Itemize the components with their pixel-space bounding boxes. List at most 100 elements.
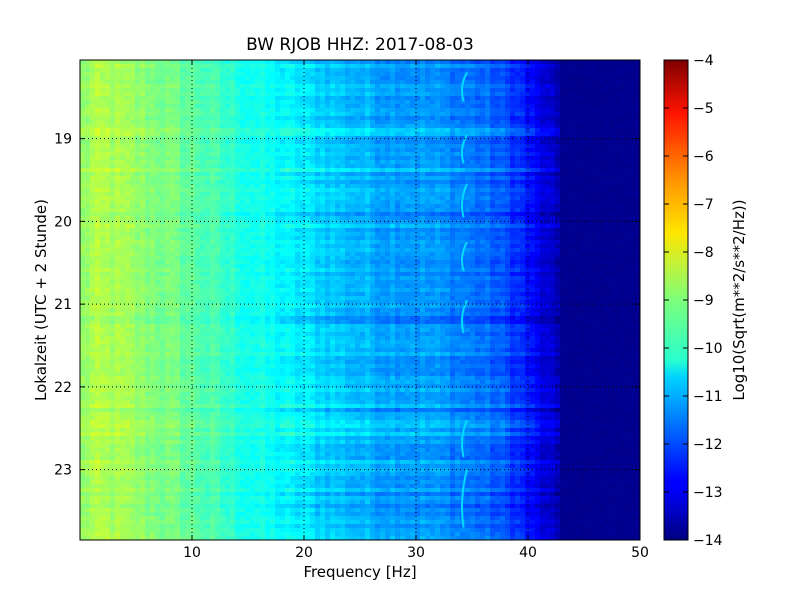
heatmap-cell — [610, 164, 616, 169]
heatmap-cell — [385, 160, 391, 165]
heatmap-cell — [565, 212, 571, 217]
heatmap-cell — [360, 136, 366, 141]
heatmap-cell — [325, 148, 331, 153]
heatmap-cell — [515, 160, 521, 165]
heatmap-cell — [610, 232, 616, 237]
heatmap-cell — [225, 136, 231, 141]
heatmap-cell — [420, 108, 426, 113]
heatmap-cell — [535, 224, 541, 229]
heatmap-cell — [150, 108, 156, 113]
heatmap-cell — [375, 140, 381, 145]
heatmap-cell — [560, 160, 566, 165]
heatmap-cell — [365, 128, 371, 133]
heatmap-cell — [285, 80, 291, 85]
heatmap-cell — [635, 188, 640, 193]
heatmap-cell — [525, 192, 531, 197]
heatmap-cell — [365, 172, 371, 177]
heatmap-cell — [230, 84, 236, 89]
heatmap-cell — [610, 64, 616, 69]
heatmap-cell — [170, 76, 176, 81]
heatmap-cell — [240, 208, 246, 213]
heatmap-cell — [245, 68, 251, 73]
heatmap-cell — [370, 132, 376, 137]
heatmap-cell — [585, 184, 591, 189]
heatmap-cell — [605, 148, 611, 153]
heatmap-cell — [545, 220, 551, 225]
heatmap-cell — [355, 112, 361, 117]
heatmap-cell — [430, 124, 436, 129]
heatmap-cell — [255, 204, 261, 209]
heatmap-cell — [410, 88, 416, 93]
heatmap-cell — [190, 168, 196, 173]
heatmap-cell — [405, 132, 411, 137]
heatmap-cell — [410, 112, 416, 117]
heatmap-cell — [255, 148, 261, 153]
heatmap-cell — [545, 208, 551, 213]
heatmap-cell — [110, 104, 116, 109]
heatmap-cell — [580, 168, 586, 173]
heatmap-cell — [385, 64, 391, 69]
heatmap-cell — [115, 208, 121, 213]
heatmap-cell — [250, 208, 256, 213]
heatmap-cell — [120, 108, 126, 113]
heatmap-cell — [275, 152, 281, 157]
heatmap-cell — [305, 108, 311, 113]
heatmap-cell — [485, 168, 491, 173]
heatmap-cell — [635, 100, 640, 105]
heatmap-cell — [605, 104, 611, 109]
heatmap-cell — [325, 152, 331, 157]
heatmap-cell — [555, 124, 561, 129]
heatmap-cell — [150, 64, 156, 69]
heatmap-cell — [355, 232, 361, 237]
heatmap-cell — [595, 84, 601, 89]
heatmap-cell — [530, 132, 536, 137]
heatmap-cell — [385, 124, 391, 129]
heatmap-cell — [120, 116, 126, 121]
heatmap-cell — [270, 220, 276, 225]
heatmap-cell — [320, 88, 326, 93]
heatmap-cell — [350, 76, 356, 81]
heatmap-cell — [520, 120, 526, 125]
heatmap-cell — [580, 224, 586, 229]
heatmap-cell — [285, 192, 291, 197]
heatmap-cell — [295, 204, 301, 209]
heatmap-cell — [545, 116, 551, 121]
heatmap-cell — [625, 164, 631, 169]
heatmap-cell — [360, 76, 366, 81]
heatmap-cell — [505, 124, 511, 129]
heatmap-cell — [520, 160, 526, 165]
heatmap-cell — [615, 80, 621, 85]
heatmap-cell — [170, 152, 176, 157]
heatmap-cell — [495, 88, 501, 93]
heatmap-cell — [365, 64, 371, 69]
heatmap-cell — [115, 200, 121, 205]
heatmap-cell — [205, 232, 211, 237]
heatmap-cell — [250, 124, 256, 129]
heatmap-cell — [345, 76, 351, 81]
heatmap-cell — [155, 224, 161, 229]
heatmap-cell — [425, 128, 431, 133]
heatmap-cell — [215, 132, 221, 137]
heatmap-cell — [475, 164, 481, 169]
heatmap-cell — [420, 100, 426, 105]
heatmap-cell — [375, 64, 381, 69]
heatmap-cell — [415, 176, 421, 181]
heatmap-cell — [415, 148, 421, 153]
heatmap-cell — [470, 204, 476, 209]
heatmap-cell — [480, 188, 486, 193]
heatmap-cell — [525, 80, 531, 85]
heatmap-cell — [240, 220, 246, 225]
heatmap-cell — [225, 148, 231, 153]
heatmap-cell — [440, 168, 446, 173]
heatmap-cell — [490, 64, 496, 69]
heatmap-cell — [295, 108, 301, 113]
heatmap-cell — [110, 128, 116, 133]
heatmap-cell — [505, 168, 511, 173]
heatmap-cell — [560, 184, 566, 189]
heatmap-cell — [500, 196, 506, 201]
heatmap-cell — [405, 144, 411, 149]
heatmap-cell — [185, 232, 191, 237]
heatmap-cell — [495, 212, 501, 217]
heatmap-cell — [635, 160, 640, 165]
heatmap-cell — [125, 128, 131, 133]
